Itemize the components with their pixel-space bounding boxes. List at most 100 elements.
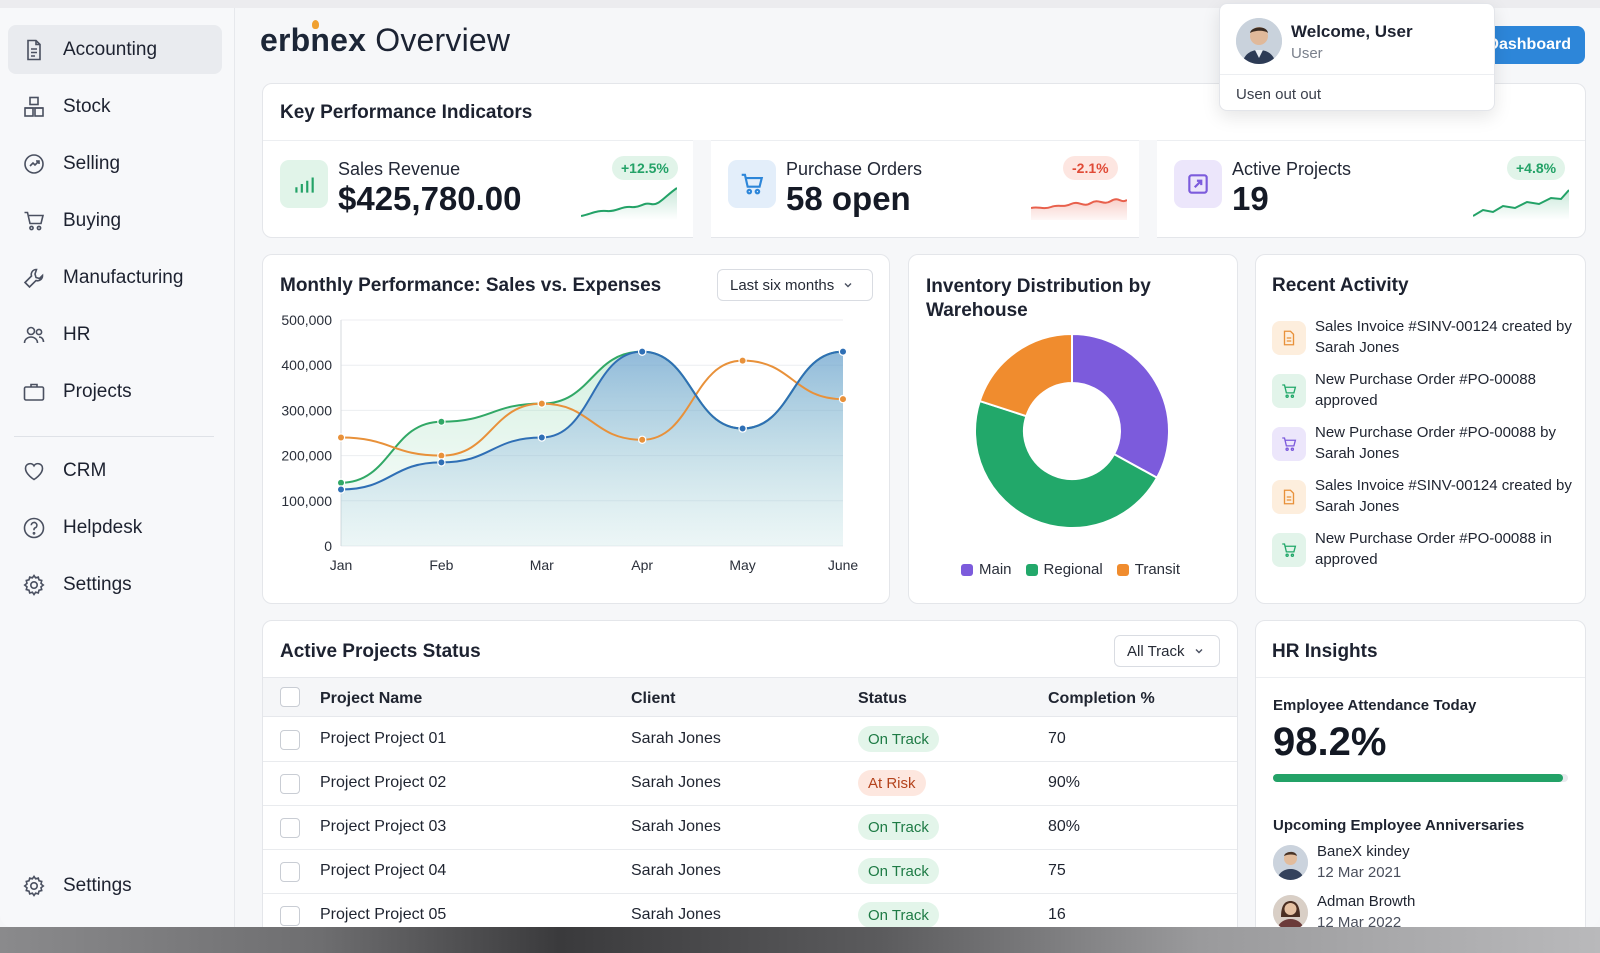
employee-item[interactable]: BaneX kindey 12 Mar 2021 — [1273, 843, 1563, 887]
x-tick-label: Mar — [530, 557, 554, 573]
data-point-orange — [437, 451, 446, 460]
kpi-sparkline — [581, 187, 677, 220]
table-row[interactable]: Project Project 02 Sarah Jones At Risk 9… — [263, 762, 1237, 806]
avatar — [1273, 845, 1308, 880]
gear-icon — [21, 873, 47, 899]
sidebar-footer-settings[interactable]: Settings — [8, 861, 222, 910]
x-tick-label: Jan — [330, 557, 353, 573]
avatar — [1236, 18, 1282, 64]
attendance-value: 98.2% — [1273, 720, 1387, 764]
project-name: Project Project 02 — [320, 774, 447, 791]
sidebar-item-crm[interactable]: CRM — [8, 446, 222, 495]
page-title: erbnex Overview — [260, 20, 510, 59]
table-row[interactable]: Project Project 01 Sarah Jones On Track … — [263, 718, 1237, 762]
sidebar-item-helpdesk[interactable]: Helpdesk — [8, 503, 222, 552]
column-header-status[interactable]: Status — [858, 690, 907, 707]
performance-chart-card: Monthly Performance: Sales vs. Expenses … — [262, 254, 890, 604]
employee-name: BaneX kindey — [1317, 843, 1410, 860]
chevron-down-icon — [844, 283, 852, 288]
y-tick-label: 300,000 — [281, 402, 332, 418]
sidebar-item-label: Selling — [63, 152, 121, 174]
invoice-icon — [1272, 480, 1306, 514]
user-menu-popover: Welcome, User User Usen out out — [1219, 3, 1495, 111]
kpi-label: Sales Revenue — [338, 159, 461, 179]
kpi-active-projects[interactable]: Active Projects 19 +4.8% — [1157, 140, 1587, 238]
sidebar-item-settings[interactable]: Settings — [8, 560, 222, 609]
activity-item[interactable]: New Purchase Order #PO-00088 in approved — [1272, 529, 1572, 577]
inventory-donut-chart — [974, 332, 1170, 529]
activity-item[interactable]: New Purchase Order #PO-00088 approved — [1272, 370, 1572, 418]
inventory-chart-card: Inventory Distribution by Warehouse Main… — [908, 254, 1238, 604]
activity-text: New Purchase Order #PO-00088 by Sarah Jo… — [1315, 424, 1556, 462]
column-header-client[interactable]: Client — [631, 690, 676, 707]
row-checkbox[interactable] — [280, 818, 300, 838]
row-checkbox[interactable] — [280, 906, 300, 926]
sidebar-item-selling[interactable]: Selling — [8, 139, 222, 188]
activity-item[interactable]: New Purchase Order #PO-00088 by Sarah Jo… — [1272, 423, 1572, 471]
data-point-green — [437, 417, 446, 426]
sidebar-item-label: CRM — [63, 459, 107, 481]
x-tick-label: Feb — [429, 557, 453, 573]
dashboard-button[interactable]: Dashboard — [1478, 26, 1585, 64]
sidebar-item-label: Stock — [63, 95, 111, 117]
user-welcome: Welcome, User — [1291, 22, 1413, 41]
y-tick-label: 500,000 — [281, 312, 332, 328]
avatar — [1273, 895, 1308, 928]
sidebar-divider — [14, 436, 214, 437]
sidebar-item-hr[interactable]: HR — [8, 310, 222, 359]
legend-swatch — [1116, 563, 1129, 576]
external-link-icon — [1174, 160, 1222, 208]
tag-icon — [21, 151, 47, 177]
project-client: Sarah Jones — [631, 730, 721, 747]
sidebar-item-projects[interactable]: Projects — [8, 367, 222, 416]
anniversaries-label: Upcoming Employee Anniversaries — [1273, 817, 1525, 834]
activity-item[interactable]: Sales Invoice #SINV-00124 created by Sar… — [1272, 317, 1572, 365]
x-tick-label: June — [828, 557, 859, 573]
table-row[interactable]: Project Project 03 Sarah Jones On Track … — [263, 806, 1237, 850]
signout-link[interactable]: Usen out out — [1236, 86, 1322, 103]
data-point-blue — [738, 424, 747, 433]
kpi-value: 19 — [1232, 180, 1269, 217]
status-filter-dropdown[interactable]: All Track — [1114, 635, 1220, 667]
background-photo-strip — [0, 927, 1600, 953]
select-all-checkbox[interactable] — [280, 687, 300, 707]
row-checkbox[interactable] — [280, 862, 300, 882]
status-filter-value: All Track — [1127, 642, 1185, 660]
sidebar-item-label: Manufacturing — [63, 266, 184, 288]
kpi-sales-revenue[interactable]: Sales Revenue $425,780.00 +12.5% — [263, 140, 693, 238]
data-point-blue — [537, 433, 546, 442]
column-header-project-name[interactable]: Project Name — [320, 690, 423, 707]
sidebar-item-label: Buying — [63, 209, 122, 231]
table-row[interactable]: Project Project 04 Sarah Jones On Track … — [263, 850, 1237, 894]
column-header-completion[interactable]: Completion % — [1048, 690, 1155, 707]
sidebar-item-accounting[interactable]: Accounting — [8, 25, 222, 74]
sidebar-item-manufacturing[interactable]: Manufacturing — [8, 253, 222, 302]
cart-icon — [1272, 374, 1306, 408]
row-checkbox[interactable] — [280, 730, 300, 750]
data-point-orange — [838, 394, 848, 404]
invoice-icon — [1272, 321, 1306, 355]
donut-slice-regional — [974, 399, 1159, 529]
range-dropdown[interactable]: Last six months — [717, 269, 873, 301]
employee-date: 12 Mar 2021 — [1317, 864, 1402, 881]
data-point-orange — [738, 356, 747, 365]
gear-icon — [21, 572, 47, 598]
employee-name: Adman Browth — [1317, 893, 1416, 910]
kpi-purchase-orders[interactable]: Purchase Orders 58 open -2.1% — [711, 140, 1139, 238]
sidebar-item-stock[interactable]: Stock — [8, 82, 222, 131]
sidebar-item-buying[interactable]: Buying — [8, 196, 222, 245]
status-badge: On Track — [858, 902, 939, 928]
kpi-sparkline — [1473, 189, 1569, 220]
data-point-orange — [336, 433, 346, 442]
table-row[interactable]: Project Project 05 Sarah Jones On Track … — [263, 894, 1237, 928]
project-name: Project Project 04 — [320, 862, 447, 879]
project-name: Project Project 03 — [320, 818, 447, 835]
row-checkbox[interactable] — [280, 774, 300, 794]
employee-item[interactable]: Adman Browth 12 Mar 2022 — [1273, 893, 1563, 928]
kpi-change-badge: +12.5% — [612, 156, 678, 180]
recent-activity-card: Recent Activity Sales Invoice #SINV-0012… — [1255, 254, 1586, 604]
project-completion: 70 — [1048, 730, 1066, 747]
cart-icon — [21, 208, 47, 234]
activity-item[interactable]: Sales Invoice #SINV-00124 created by Sar… — [1272, 476, 1572, 524]
project-name: Project Project 05 — [320, 906, 447, 923]
